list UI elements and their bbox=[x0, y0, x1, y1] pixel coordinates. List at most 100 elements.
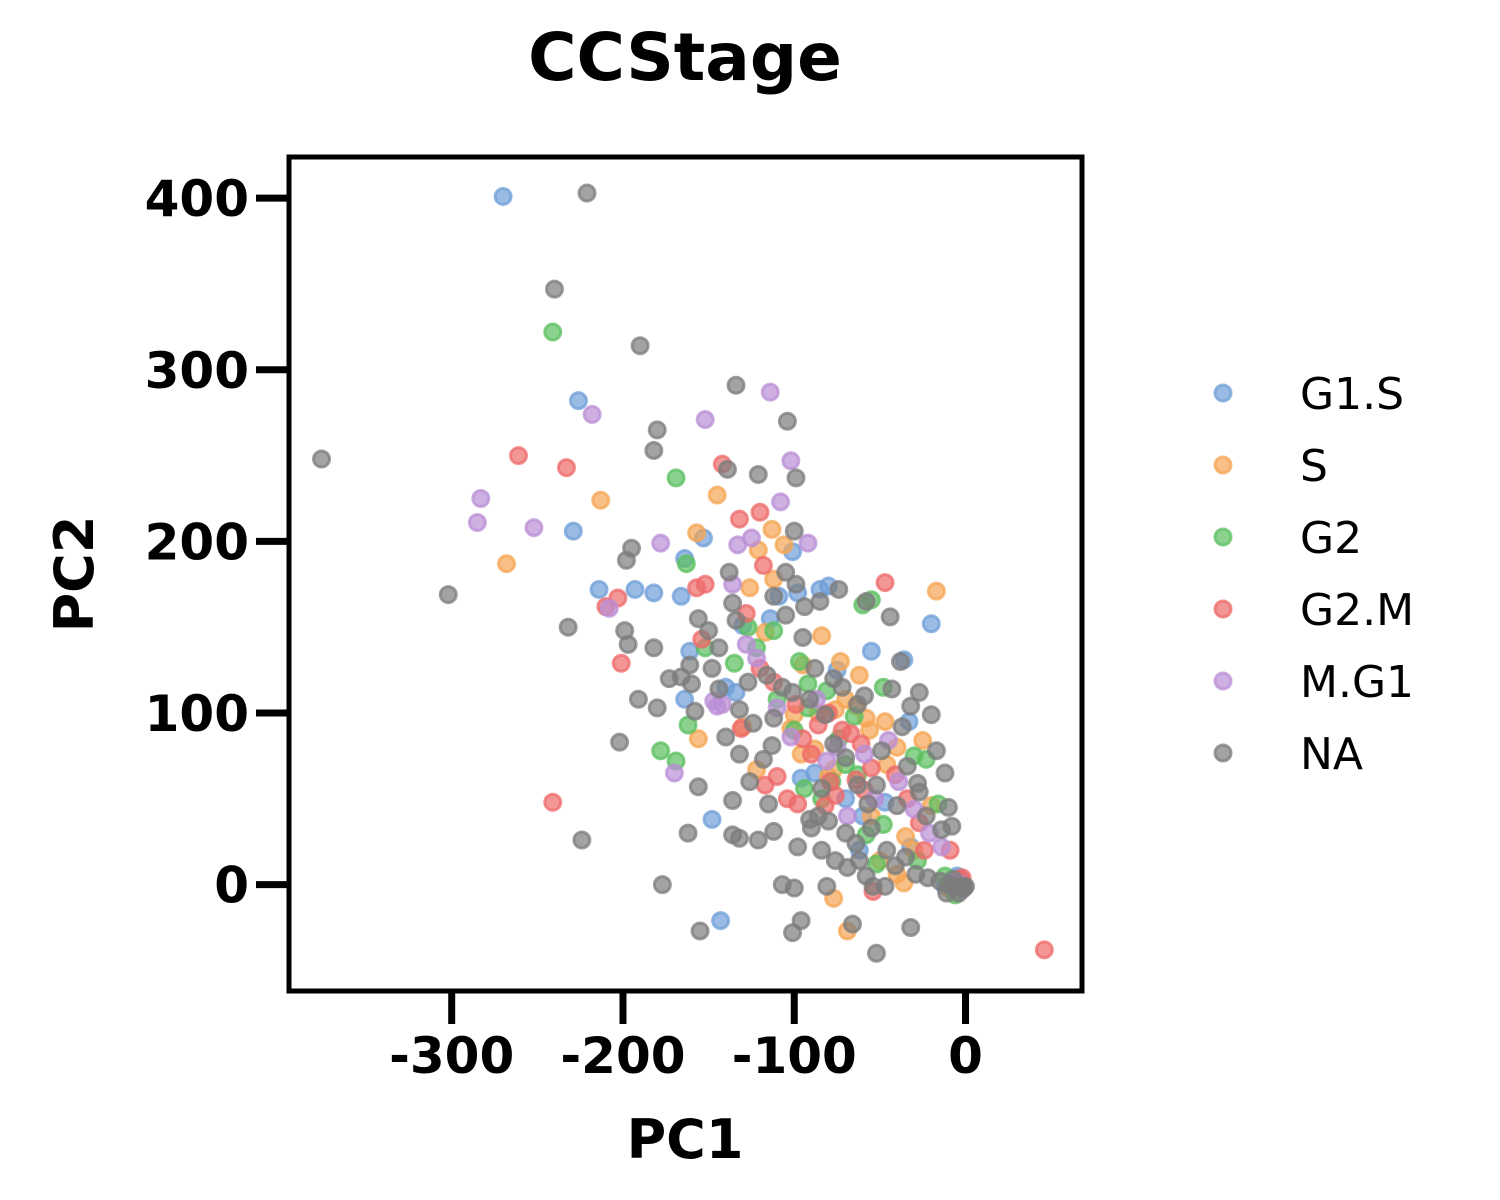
data-point bbox=[719, 562, 739, 582]
data-point bbox=[467, 513, 487, 533]
data-point bbox=[760, 382, 780, 402]
data-point bbox=[675, 689, 695, 709]
data-point bbox=[599, 598, 619, 618]
data-point bbox=[577, 183, 597, 203]
legend-marker bbox=[1213, 743, 1233, 763]
data-point bbox=[817, 876, 837, 896]
data-point bbox=[717, 459, 737, 479]
data-point bbox=[788, 794, 808, 814]
data-point bbox=[771, 492, 791, 512]
data-point bbox=[937, 883, 957, 903]
data-point bbox=[896, 827, 916, 847]
data-point bbox=[882, 679, 902, 699]
x-tick-label: -300 bbox=[389, 1027, 514, 1085]
data-point bbox=[709, 679, 729, 699]
data-point bbox=[837, 806, 857, 826]
data-point bbox=[644, 638, 664, 658]
data-point bbox=[582, 404, 602, 424]
legend-item: S bbox=[1213, 441, 1328, 492]
data-point bbox=[651, 741, 671, 761]
data-point bbox=[776, 562, 796, 582]
data-point bbox=[652, 875, 672, 895]
data-point bbox=[759, 794, 779, 814]
data-point bbox=[849, 665, 869, 685]
data-point bbox=[678, 823, 698, 843]
data-point bbox=[872, 741, 892, 761]
data-point bbox=[729, 509, 749, 529]
data-point bbox=[688, 777, 708, 797]
data-point bbox=[628, 689, 648, 709]
data-point bbox=[707, 696, 727, 716]
data-point bbox=[671, 586, 691, 606]
data-point bbox=[824, 734, 844, 754]
data-point bbox=[616, 550, 636, 570]
data-point bbox=[690, 921, 710, 941]
points-layer bbox=[312, 183, 1054, 963]
data-point bbox=[795, 779, 815, 799]
data-point bbox=[858, 794, 878, 814]
data-point bbox=[914, 840, 934, 860]
data-point bbox=[819, 811, 839, 831]
series-NA bbox=[312, 183, 976, 963]
data-point bbox=[644, 440, 664, 460]
data-point bbox=[875, 876, 895, 896]
data-point bbox=[901, 918, 921, 938]
data-point bbox=[702, 658, 722, 678]
data-point bbox=[757, 665, 777, 685]
legend-item: G2 bbox=[1213, 513, 1362, 564]
data-point bbox=[798, 533, 818, 553]
data-point bbox=[815, 705, 835, 725]
data-point bbox=[781, 727, 801, 747]
data-point bbox=[438, 585, 458, 605]
data-point bbox=[897, 756, 917, 776]
legend-label: NA bbox=[1300, 729, 1363, 780]
data-point bbox=[764, 821, 784, 841]
data-point bbox=[860, 720, 880, 740]
data-point bbox=[695, 410, 715, 430]
x-axis-label: PC1 bbox=[627, 1108, 744, 1171]
data-point bbox=[685, 701, 705, 721]
data-point bbox=[854, 686, 874, 706]
legend: G1.S S G2 G2.M M.G1 NA bbox=[1213, 369, 1414, 780]
data-point bbox=[772, 875, 792, 895]
x-tick-label: 0 bbox=[948, 1027, 983, 1085]
data-point bbox=[497, 554, 517, 574]
data-point bbox=[866, 775, 886, 795]
legend-label: M.G1 bbox=[1300, 657, 1414, 708]
data-point bbox=[647, 420, 667, 440]
data-point bbox=[866, 943, 886, 963]
data-point bbox=[788, 837, 808, 857]
data-point bbox=[926, 741, 946, 761]
y-tick-label: 200 bbox=[145, 513, 249, 571]
data-point bbox=[544, 279, 564, 299]
data-point bbox=[563, 521, 583, 541]
data-point bbox=[740, 578, 760, 598]
x-tick-label: -200 bbox=[560, 1027, 685, 1085]
data-point bbox=[671, 667, 691, 687]
data-point bbox=[791, 911, 811, 931]
data-point bbox=[610, 732, 630, 752]
data-point bbox=[726, 682, 746, 702]
legend-item: G2.M bbox=[1213, 585, 1414, 636]
data-point bbox=[726, 375, 746, 395]
data-point bbox=[524, 518, 544, 538]
data-point bbox=[921, 614, 941, 634]
data-point bbox=[644, 583, 664, 603]
legend-marker bbox=[1213, 383, 1233, 403]
data-point bbox=[776, 605, 796, 625]
data-point bbox=[764, 708, 784, 728]
legend-label: S bbox=[1300, 441, 1328, 492]
data-point bbox=[824, 669, 844, 689]
data-point bbox=[740, 772, 760, 792]
data-point bbox=[805, 658, 825, 678]
data-point bbox=[817, 751, 837, 771]
data-point bbox=[747, 648, 767, 668]
x-axis: -300 -200 -100 0 bbox=[389, 991, 983, 1085]
data-point bbox=[856, 591, 876, 611]
data-point bbox=[589, 579, 609, 599]
data-point bbox=[543, 792, 563, 812]
data-point bbox=[786, 468, 806, 488]
legend-item: NA bbox=[1213, 729, 1363, 780]
y-axis-label: PC2 bbox=[43, 516, 106, 633]
